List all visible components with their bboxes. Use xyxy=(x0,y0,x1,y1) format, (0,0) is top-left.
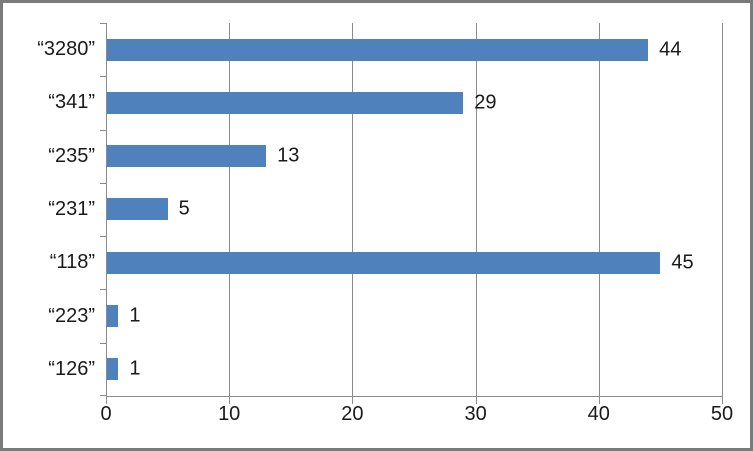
gridline xyxy=(475,23,477,396)
x-axis-tick-label: 0 xyxy=(100,403,112,425)
x-axis-tick-mark xyxy=(106,397,107,404)
bar-row: 45 xyxy=(106,236,722,289)
x-axis-tick-mark xyxy=(229,397,231,404)
gridline xyxy=(352,23,354,396)
category-label: “223” xyxy=(48,304,95,327)
x-axis-tick-label: 10 xyxy=(218,403,241,425)
bar xyxy=(107,38,649,61)
bar xyxy=(107,145,267,168)
category-label: “126” xyxy=(48,357,95,380)
category-label: “3280” xyxy=(37,38,95,61)
x-axis-line xyxy=(106,396,723,397)
bar xyxy=(107,91,464,114)
y-axis-tick-mark xyxy=(100,182,106,184)
bar-row: 13 xyxy=(106,130,722,183)
x-axis-tick-mark xyxy=(598,397,600,404)
value-label: 1 xyxy=(129,357,141,380)
bar xyxy=(107,251,661,274)
category-label: “341” xyxy=(48,91,95,114)
bar-row: 1 xyxy=(106,289,722,342)
category-label: “231” xyxy=(48,197,95,220)
value-label: 13 xyxy=(277,144,300,167)
y-axis-tick-mark xyxy=(100,342,106,344)
x-axis-tick-label: 50 xyxy=(710,403,734,425)
category-label: “235” xyxy=(48,144,95,167)
y-axis-tick-mark xyxy=(100,289,106,291)
plot-area: 44 29 13 5 45 1 1 xyxy=(100,23,723,404)
value-label: 1 xyxy=(129,304,141,327)
gridline xyxy=(598,23,600,396)
x-axis-tick-label: 20 xyxy=(341,403,364,425)
x-axis-tick-mark xyxy=(475,397,477,404)
category-label: “118” xyxy=(49,251,95,274)
x-axis-tick-label: 40 xyxy=(587,403,610,425)
value-label: 44 xyxy=(659,38,682,61)
value-label: 5 xyxy=(178,197,190,220)
bar-row: 1 xyxy=(106,343,722,396)
value-label: 29 xyxy=(474,91,497,114)
bar xyxy=(107,358,119,381)
y-axis-line xyxy=(106,23,107,396)
bar xyxy=(107,305,119,328)
y-axis-tick-mark xyxy=(100,395,106,396)
bar-row: 29 xyxy=(106,76,722,129)
y-axis-tick-mark xyxy=(100,76,106,78)
y-axis-tick-mark xyxy=(100,23,106,24)
value-label: 45 xyxy=(671,251,694,274)
x-axis-tick-mark xyxy=(722,397,723,404)
bar xyxy=(107,198,168,221)
gridline xyxy=(229,23,231,396)
category-axis: “3280” “341” “235” “231” “118” “223” “126” xyxy=(3,23,95,396)
y-axis-tick-mark xyxy=(100,129,106,131)
y-axis-tick-mark xyxy=(100,236,106,238)
x-axis-tick-mark xyxy=(352,397,354,404)
x-axis-tick-labels: 0 10 20 30 40 50 xyxy=(100,403,733,433)
bar-row: 44 xyxy=(106,23,722,76)
bar-row: 5 xyxy=(106,183,722,236)
x-axis-tick-label: 30 xyxy=(464,403,487,425)
gridline xyxy=(722,23,723,396)
